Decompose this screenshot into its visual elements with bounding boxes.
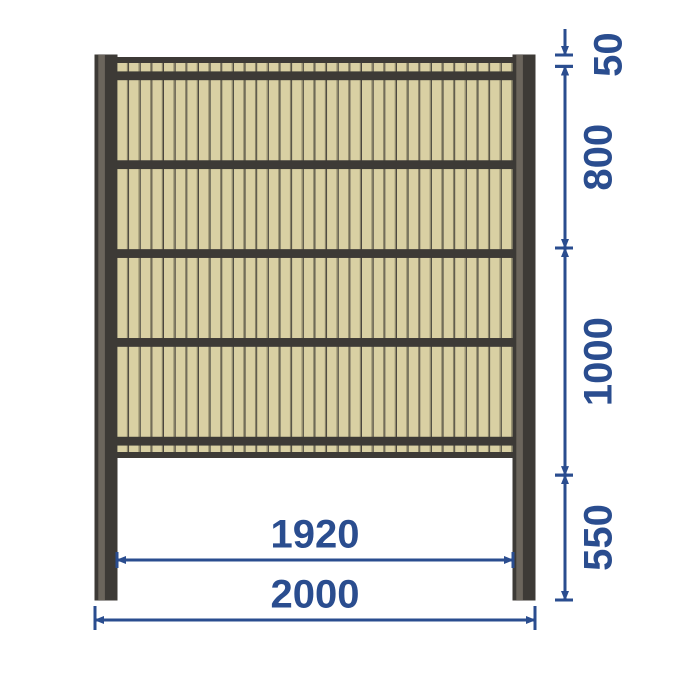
right-post (513, 55, 535, 600)
horizontal-rail (116, 250, 514, 258)
fence-dimension-diagram: 1920 2000 50 800 1000 550 (0, 0, 700, 700)
dim-label-1000: 1000 (577, 317, 621, 406)
horizontal-rail (116, 72, 514, 80)
dim-label-50: 50 (587, 32, 631, 76)
horizontal-rail (116, 437, 514, 445)
dim-label-800: 800 (577, 124, 621, 191)
left-post (95, 55, 117, 600)
diagram-canvas: 1920 2000 50 800 1000 550 (0, 0, 700, 700)
bamboo-panel (116, 57, 514, 458)
dim-label-2000: 2000 (271, 573, 360, 617)
dim-label-550: 550 (577, 504, 621, 571)
dim-label-1920: 1920 (271, 513, 360, 557)
horizontal-rail (116, 338, 514, 346)
horizontal-rail (116, 161, 514, 169)
